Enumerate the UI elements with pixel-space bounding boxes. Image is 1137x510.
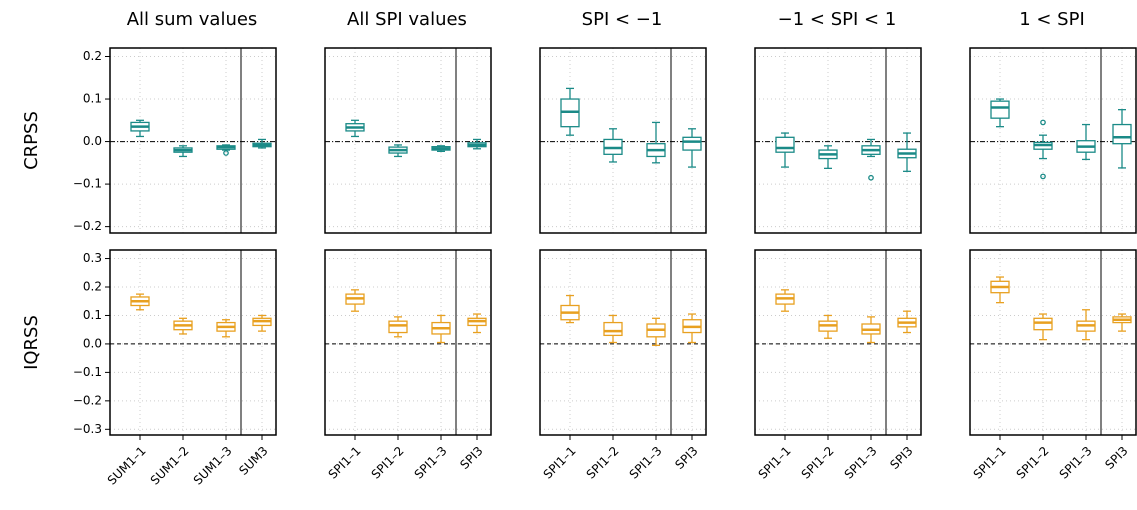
outlier	[868, 174, 874, 181]
x-tick-label: SPI1–2	[369, 444, 407, 482]
y-tick-label: −0.3	[73, 422, 102, 436]
x-tick-label: SPI3	[457, 444, 485, 472]
column-title: All SPI values	[347, 9, 467, 30]
panel: SPI1–1 SPI1–2 SPI1–3 SPI3	[324, 249, 492, 482]
box	[990, 100, 1010, 119]
y-tick-label: 0.1	[83, 92, 102, 106]
x-tick-label: SPI1–2	[1014, 444, 1052, 482]
panel-frame	[969, 47, 1137, 234]
y-tick-label: −0.2	[73, 219, 102, 233]
box	[1033, 317, 1053, 331]
x-tick-label: SPI3	[672, 444, 700, 472]
panel: SPI1–1 SPI1–2 SPI1–3 SPI3	[969, 249, 1137, 482]
panel-frame	[324, 249, 492, 436]
panel-frame	[539, 249, 707, 436]
panel	[754, 47, 922, 234]
panel-frame	[109, 47, 277, 234]
y-tick-label: 0.1	[83, 308, 102, 322]
row-label: CRPSS	[21, 111, 42, 170]
x-tick-label: SUM1–1	[105, 444, 149, 488]
y-tick-label: 0.0	[83, 336, 102, 350]
y-tick-label: −0.2	[73, 393, 102, 407]
y-tick-label: −0.1	[73, 177, 102, 191]
y-tick-label: −0.1	[73, 365, 102, 379]
column-title: 1 < SPI	[1019, 9, 1085, 30]
x-tick-label: SPI3	[1102, 444, 1130, 472]
row-label: IQRSS	[21, 315, 42, 370]
x-tick-label: SUM1–3	[191, 444, 235, 488]
box	[682, 136, 702, 151]
box	[603, 321, 623, 337]
x-tick-label: SPI1–1	[326, 444, 364, 482]
panel-frame	[109, 249, 277, 436]
x-tick-label: SPI1–3	[412, 444, 450, 482]
box	[1112, 123, 1132, 145]
x-tick-label: SUM3	[236, 444, 270, 478]
panel-frame	[539, 47, 707, 234]
panel	[539, 47, 707, 234]
panel-frame	[754, 249, 922, 436]
panel-frame	[324, 47, 492, 234]
panel: SPI1–1 SPI1–2 SPI1–3 SPI3	[539, 249, 707, 482]
x-tick-label: SPI1–1	[541, 444, 579, 482]
y-tick-label: 0.0	[83, 134, 102, 148]
x-tick-label: SPI1–3	[1057, 444, 1095, 482]
outlier	[223, 150, 229, 156]
column-title: SPI < −1	[582, 9, 663, 30]
outlier	[1040, 173, 1046, 180]
x-tick-label: SPI1–2	[799, 444, 837, 482]
panel-frame	[969, 249, 1137, 436]
box	[388, 320, 408, 334]
column-title: −1 < SPI < 1	[778, 9, 897, 30]
column-title: All sum values	[127, 9, 258, 30]
y-tick-label: 0.3	[83, 251, 102, 265]
panel-frame	[754, 47, 922, 234]
x-tick-label: SPI3	[887, 444, 915, 472]
x-tick-label: SPI1–1	[756, 444, 794, 482]
x-tick-label: SPI1–3	[842, 444, 880, 482]
x-tick-label: SPI1–2	[584, 444, 622, 482]
panel: −0.3 −0.2 −0.1 0.0 0.1 0.2 0.3 SUM1–1 SUM1–2 SUM1…	[73, 249, 277, 488]
outlier	[1040, 119, 1046, 126]
panel	[324, 47, 492, 234]
panel	[969, 47, 1137, 234]
y-tick-label: 0.2	[83, 49, 102, 63]
x-tick-label: SPI1–1	[971, 444, 1009, 482]
x-tick-label: SPI1–3	[627, 444, 665, 482]
panel: −0.2 −0.1 0.0 0.1 0.2	[73, 47, 277, 234]
y-tick-label: 0.2	[83, 280, 102, 294]
x-tick-label: SUM1–2	[148, 444, 192, 488]
panel: SPI1–1 SPI1–2 SPI1–3 SPI3	[754, 249, 922, 482]
box	[775, 136, 795, 153]
